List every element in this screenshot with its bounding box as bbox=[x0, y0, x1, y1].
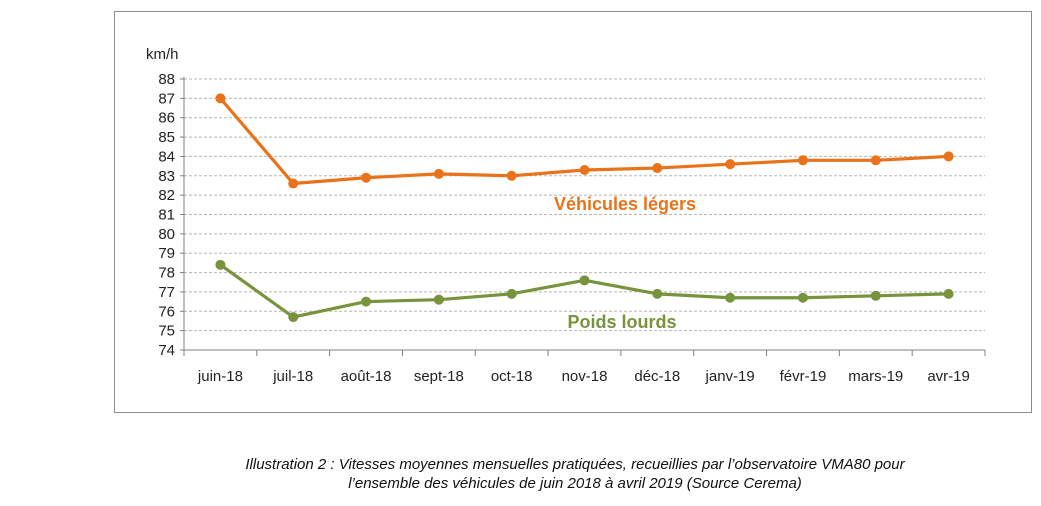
y-tick-label-2: 86 bbox=[158, 110, 175, 127]
data-point-1-6 bbox=[652, 288, 663, 299]
data-point-1-4 bbox=[506, 288, 517, 299]
data-point-0-6 bbox=[652, 163, 663, 174]
y-tick-label-6: 82 bbox=[158, 187, 175, 204]
y-tick-label-1: 87 bbox=[158, 90, 175, 107]
data-point-1-2 bbox=[361, 296, 372, 307]
data-point-1-1 bbox=[288, 312, 299, 323]
axes: 88 87 86 85 84 83 82 81 80 79 78 77 76 75 74 juin-18 jui… bbox=[158, 71, 986, 385]
y-tick-label-5: 83 bbox=[158, 168, 175, 185]
series-0: Véhicules légers bbox=[215, 93, 954, 214]
y-tick-label-10: 78 bbox=[158, 265, 175, 282]
y-tick-label-14: 74 bbox=[158, 342, 175, 359]
data-point-0-7 bbox=[725, 159, 736, 170]
data-point-0-9 bbox=[870, 155, 881, 166]
series-label-0: Véhicules légers bbox=[554, 194, 696, 214]
data-point-1-0 bbox=[215, 259, 226, 270]
x-tick-label-6: déc-18 bbox=[634, 368, 680, 385]
data-point-1-8 bbox=[797, 292, 808, 303]
y-tick-label-11: 77 bbox=[158, 284, 175, 301]
x-tick-label-3: sept-18 bbox=[414, 368, 464, 385]
y-tick-label-0: 88 bbox=[158, 71, 175, 88]
y-tick-label-13: 75 bbox=[158, 323, 175, 340]
x-tick-label-5: nov-18 bbox=[562, 368, 608, 385]
y-tick-label-9: 79 bbox=[158, 245, 175, 262]
caption-line-1: Illustration 2 : Vitesses moyennes mensu… bbox=[245, 456, 905, 473]
data-point-1-5 bbox=[579, 275, 590, 286]
y-tick-label-7: 81 bbox=[158, 207, 175, 224]
x-tick-label-7: janv-19 bbox=[705, 368, 755, 385]
data-point-1-7 bbox=[725, 292, 736, 303]
series-label-1: Poids lourds bbox=[567, 312, 676, 332]
data-point-0-4 bbox=[506, 170, 517, 181]
caption-line-2: l’ensemble des véhicules de juin 2018 à … bbox=[348, 475, 802, 492]
gridlines bbox=[184, 78, 985, 332]
figure-caption: Illustration 2 : Vitesses moyennes mensu… bbox=[60, 455, 1041, 493]
data-point-0-5 bbox=[579, 164, 590, 175]
data-point-0-10 bbox=[943, 151, 954, 162]
data-point-1-9 bbox=[870, 290, 881, 301]
x-tick-label-8: févr-19 bbox=[780, 368, 827, 385]
data-point-0-1 bbox=[288, 178, 299, 189]
x-tick-label-1: juil-18 bbox=[272, 368, 313, 385]
x-tick-label-10: avr-19 bbox=[927, 368, 970, 385]
y-tick-label-4: 84 bbox=[158, 148, 175, 165]
x-tick-label-9: mars-19 bbox=[848, 368, 903, 385]
data-point-0-8 bbox=[797, 155, 808, 166]
chart-frame: 88 87 86 85 84 83 82 81 80 79 78 77 76 75 74 juin-18 jui… bbox=[114, 11, 1032, 413]
data-point-0-0 bbox=[215, 93, 226, 104]
series-layer: Véhicules légers Poids lourds bbox=[215, 93, 954, 332]
data-point-0-2 bbox=[361, 172, 372, 183]
data-point-1-3 bbox=[433, 294, 444, 305]
x-tick-label-4: oct-18 bbox=[491, 368, 533, 385]
y-tick-label-8: 80 bbox=[158, 226, 175, 243]
data-point-0-3 bbox=[433, 168, 444, 179]
series-1: Poids lourds bbox=[215, 259, 954, 332]
x-tick-label-0: juin-18 bbox=[197, 368, 243, 385]
line-chart: 88 87 86 85 84 83 82 81 80 79 78 77 76 75 74 juin-18 jui… bbox=[146, 46, 986, 385]
y-tick-label-12: 76 bbox=[158, 303, 175, 320]
x-tick-label-2: août-18 bbox=[341, 368, 392, 385]
y-axis-unit-label: km/h bbox=[146, 46, 179, 63]
data-point-1-10 bbox=[943, 288, 954, 299]
y-tick-label-3: 85 bbox=[158, 129, 175, 146]
